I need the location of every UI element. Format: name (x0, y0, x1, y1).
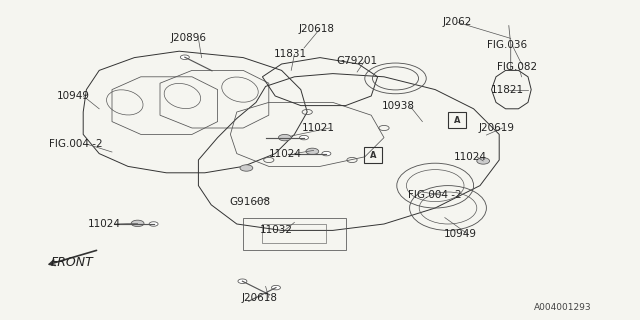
Text: 11024: 11024 (88, 219, 121, 229)
Text: G79201: G79201 (337, 56, 378, 66)
Text: J2062: J2062 (443, 17, 472, 28)
Circle shape (180, 55, 189, 60)
Text: FIG.036: FIG.036 (488, 40, 527, 50)
Circle shape (306, 148, 319, 155)
Text: J20618: J20618 (299, 24, 335, 34)
Circle shape (240, 165, 253, 171)
Circle shape (149, 222, 158, 226)
Text: FRONT: FRONT (51, 256, 93, 269)
Text: J20618: J20618 (241, 292, 277, 303)
Circle shape (131, 220, 144, 227)
Text: G91608: G91608 (229, 196, 270, 207)
Circle shape (278, 134, 291, 141)
Text: 10949: 10949 (444, 228, 477, 239)
Text: 11831: 11831 (273, 49, 307, 60)
Text: FIG.082: FIG.082 (497, 62, 537, 72)
Circle shape (300, 135, 308, 140)
Circle shape (238, 279, 247, 284)
Text: J20619: J20619 (479, 123, 515, 133)
Circle shape (322, 151, 331, 156)
Text: A: A (370, 151, 376, 160)
Text: 11024: 11024 (269, 148, 302, 159)
Text: 11024: 11024 (454, 152, 487, 162)
Text: A: A (454, 116, 460, 124)
Circle shape (477, 158, 490, 164)
Text: 10949: 10949 (57, 91, 90, 101)
Text: A004001293: A004001293 (534, 303, 592, 312)
Text: FIG.004 -2: FIG.004 -2 (408, 190, 462, 200)
Text: 11021: 11021 (302, 123, 335, 133)
Circle shape (271, 285, 280, 290)
Text: J20896: J20896 (171, 33, 207, 44)
Text: 10938: 10938 (381, 100, 415, 111)
Text: 11032: 11032 (260, 225, 293, 236)
Text: FIG.004 -2: FIG.004 -2 (49, 139, 102, 149)
Text: 11821: 11821 (491, 84, 524, 95)
